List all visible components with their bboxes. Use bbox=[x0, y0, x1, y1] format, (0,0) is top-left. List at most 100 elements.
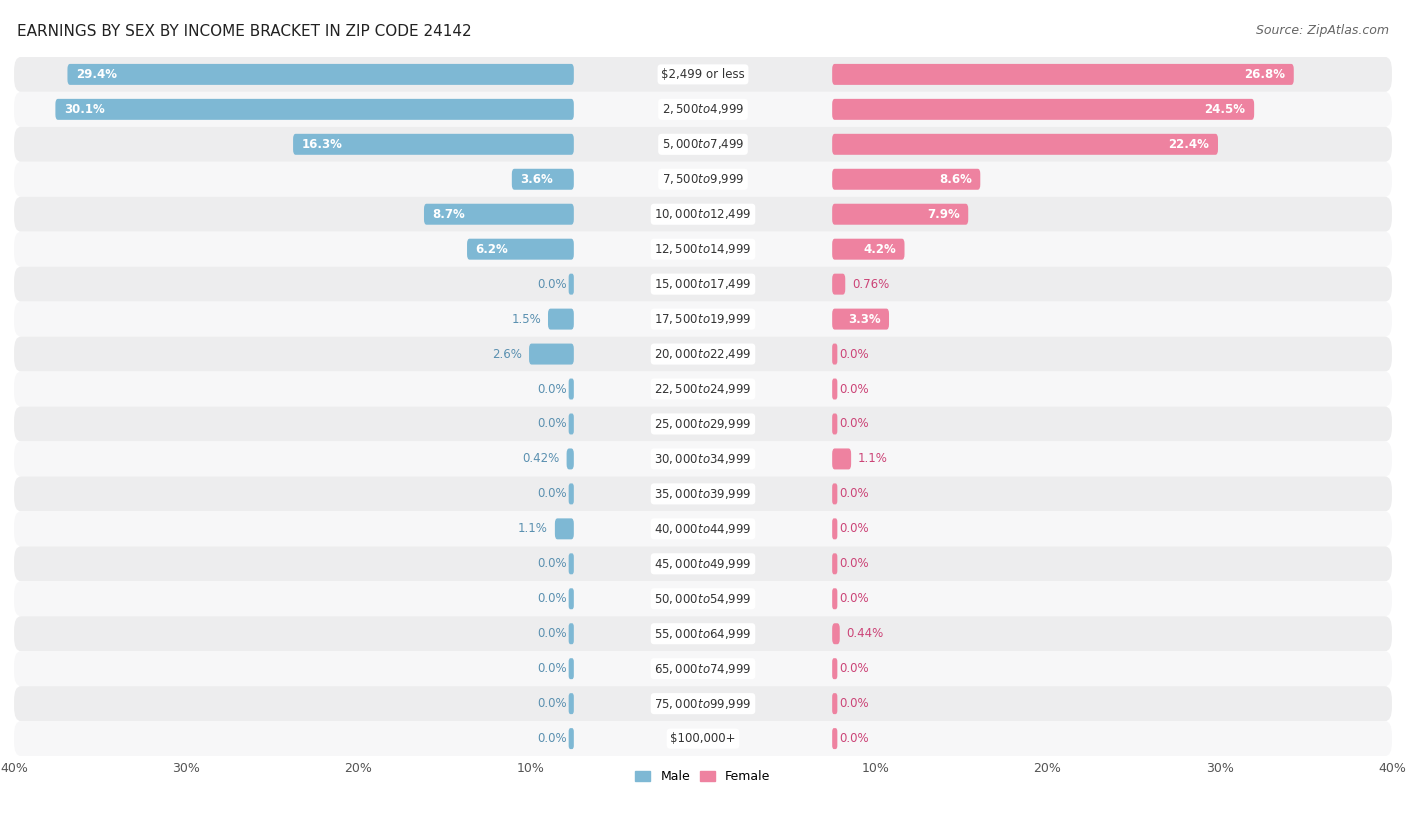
Text: 29.4%: 29.4% bbox=[76, 68, 117, 80]
FancyBboxPatch shape bbox=[832, 344, 838, 364]
FancyBboxPatch shape bbox=[568, 624, 574, 644]
FancyBboxPatch shape bbox=[568, 659, 574, 679]
Text: Source: ZipAtlas.com: Source: ZipAtlas.com bbox=[1256, 24, 1389, 37]
Text: 7.9%: 7.9% bbox=[927, 208, 960, 220]
Text: 3.3%: 3.3% bbox=[848, 313, 880, 325]
FancyBboxPatch shape bbox=[568, 379, 574, 399]
Text: 0.0%: 0.0% bbox=[839, 593, 869, 605]
Text: 0.0%: 0.0% bbox=[537, 663, 567, 675]
FancyBboxPatch shape bbox=[832, 728, 838, 749]
Text: 0.0%: 0.0% bbox=[537, 698, 567, 710]
Text: 0.0%: 0.0% bbox=[537, 383, 567, 395]
FancyBboxPatch shape bbox=[568, 589, 574, 609]
FancyBboxPatch shape bbox=[14, 162, 1392, 197]
Text: 0.0%: 0.0% bbox=[839, 663, 869, 675]
Text: $2,499 or less: $2,499 or less bbox=[661, 68, 745, 80]
Text: 0.0%: 0.0% bbox=[537, 418, 567, 430]
Text: $15,000 to $17,499: $15,000 to $17,499 bbox=[654, 277, 752, 291]
FancyBboxPatch shape bbox=[529, 344, 574, 364]
Text: 0.0%: 0.0% bbox=[537, 628, 567, 640]
FancyBboxPatch shape bbox=[567, 449, 574, 469]
Text: 0.0%: 0.0% bbox=[537, 278, 567, 290]
FancyBboxPatch shape bbox=[14, 546, 1392, 581]
FancyBboxPatch shape bbox=[14, 406, 1392, 441]
Text: $100,000+: $100,000+ bbox=[671, 733, 735, 745]
Text: $45,000 to $49,999: $45,000 to $49,999 bbox=[654, 557, 752, 571]
FancyBboxPatch shape bbox=[832, 624, 839, 644]
FancyBboxPatch shape bbox=[568, 693, 574, 714]
FancyBboxPatch shape bbox=[14, 57, 1392, 92]
Text: 0.42%: 0.42% bbox=[523, 453, 560, 465]
Text: 0.0%: 0.0% bbox=[839, 558, 869, 570]
FancyBboxPatch shape bbox=[832, 379, 838, 399]
FancyBboxPatch shape bbox=[14, 92, 1392, 127]
Text: 2.6%: 2.6% bbox=[492, 348, 522, 360]
FancyBboxPatch shape bbox=[14, 197, 1392, 232]
FancyBboxPatch shape bbox=[14, 302, 1392, 337]
Text: 24.5%: 24.5% bbox=[1205, 103, 1246, 115]
Text: $30,000 to $34,999: $30,000 to $34,999 bbox=[654, 452, 752, 466]
Text: $7,500 to $9,999: $7,500 to $9,999 bbox=[662, 172, 744, 186]
Text: 0.0%: 0.0% bbox=[839, 523, 869, 535]
Text: $10,000 to $12,499: $10,000 to $12,499 bbox=[654, 207, 752, 221]
Text: 8.6%: 8.6% bbox=[939, 173, 972, 185]
Text: 0.0%: 0.0% bbox=[537, 593, 567, 605]
FancyBboxPatch shape bbox=[548, 309, 574, 329]
Text: 16.3%: 16.3% bbox=[302, 138, 343, 150]
Text: 8.7%: 8.7% bbox=[433, 208, 465, 220]
Text: $17,500 to $19,999: $17,500 to $19,999 bbox=[654, 312, 752, 326]
Text: 0.0%: 0.0% bbox=[537, 488, 567, 500]
Text: 0.0%: 0.0% bbox=[839, 348, 869, 360]
Text: $65,000 to $74,999: $65,000 to $74,999 bbox=[654, 662, 752, 676]
FancyBboxPatch shape bbox=[832, 274, 845, 294]
Text: $50,000 to $54,999: $50,000 to $54,999 bbox=[654, 592, 752, 606]
Text: 1.1%: 1.1% bbox=[519, 523, 548, 535]
Text: $20,000 to $22,499: $20,000 to $22,499 bbox=[654, 347, 752, 361]
Text: $25,000 to $29,999: $25,000 to $29,999 bbox=[654, 417, 752, 431]
Text: 22.4%: 22.4% bbox=[1168, 138, 1209, 150]
FancyBboxPatch shape bbox=[832, 239, 904, 259]
FancyBboxPatch shape bbox=[832, 169, 980, 189]
Text: 26.8%: 26.8% bbox=[1244, 68, 1285, 80]
Text: 0.0%: 0.0% bbox=[537, 558, 567, 570]
FancyBboxPatch shape bbox=[832, 414, 838, 434]
FancyBboxPatch shape bbox=[832, 554, 838, 574]
FancyBboxPatch shape bbox=[568, 274, 574, 294]
FancyBboxPatch shape bbox=[832, 99, 1254, 120]
FancyBboxPatch shape bbox=[292, 134, 574, 154]
Text: $40,000 to $44,999: $40,000 to $44,999 bbox=[654, 522, 752, 536]
Text: $12,500 to $14,999: $12,500 to $14,999 bbox=[654, 242, 752, 256]
Text: 0.76%: 0.76% bbox=[852, 278, 890, 290]
Text: 0.0%: 0.0% bbox=[839, 733, 869, 745]
FancyBboxPatch shape bbox=[832, 449, 851, 469]
Text: 1.1%: 1.1% bbox=[858, 453, 887, 465]
Text: $2,500 to $4,999: $2,500 to $4,999 bbox=[662, 102, 744, 116]
FancyBboxPatch shape bbox=[14, 651, 1392, 686]
FancyBboxPatch shape bbox=[467, 239, 574, 259]
Text: $55,000 to $64,999: $55,000 to $64,999 bbox=[654, 627, 752, 641]
FancyBboxPatch shape bbox=[832, 589, 838, 609]
FancyBboxPatch shape bbox=[14, 511, 1392, 546]
Text: 4.2%: 4.2% bbox=[863, 243, 896, 255]
FancyBboxPatch shape bbox=[832, 64, 1294, 85]
FancyBboxPatch shape bbox=[832, 519, 838, 539]
FancyBboxPatch shape bbox=[14, 476, 1392, 511]
FancyBboxPatch shape bbox=[832, 309, 889, 329]
Text: 0.0%: 0.0% bbox=[839, 698, 869, 710]
FancyBboxPatch shape bbox=[14, 686, 1392, 721]
Text: 1.5%: 1.5% bbox=[512, 313, 541, 325]
FancyBboxPatch shape bbox=[568, 414, 574, 434]
FancyBboxPatch shape bbox=[14, 232, 1392, 267]
Text: $5,000 to $7,499: $5,000 to $7,499 bbox=[662, 137, 744, 151]
Text: $35,000 to $39,999: $35,000 to $39,999 bbox=[654, 487, 752, 501]
FancyBboxPatch shape bbox=[14, 127, 1392, 162]
Text: EARNINGS BY SEX BY INCOME BRACKET IN ZIP CODE 24142: EARNINGS BY SEX BY INCOME BRACKET IN ZIP… bbox=[17, 24, 471, 39]
FancyBboxPatch shape bbox=[568, 728, 574, 749]
FancyBboxPatch shape bbox=[832, 204, 969, 224]
Legend: Male, Female: Male, Female bbox=[630, 765, 776, 789]
Text: 30.1%: 30.1% bbox=[65, 103, 105, 115]
FancyBboxPatch shape bbox=[14, 581, 1392, 616]
Text: 0.0%: 0.0% bbox=[839, 418, 869, 430]
FancyBboxPatch shape bbox=[67, 64, 574, 85]
FancyBboxPatch shape bbox=[14, 441, 1392, 476]
